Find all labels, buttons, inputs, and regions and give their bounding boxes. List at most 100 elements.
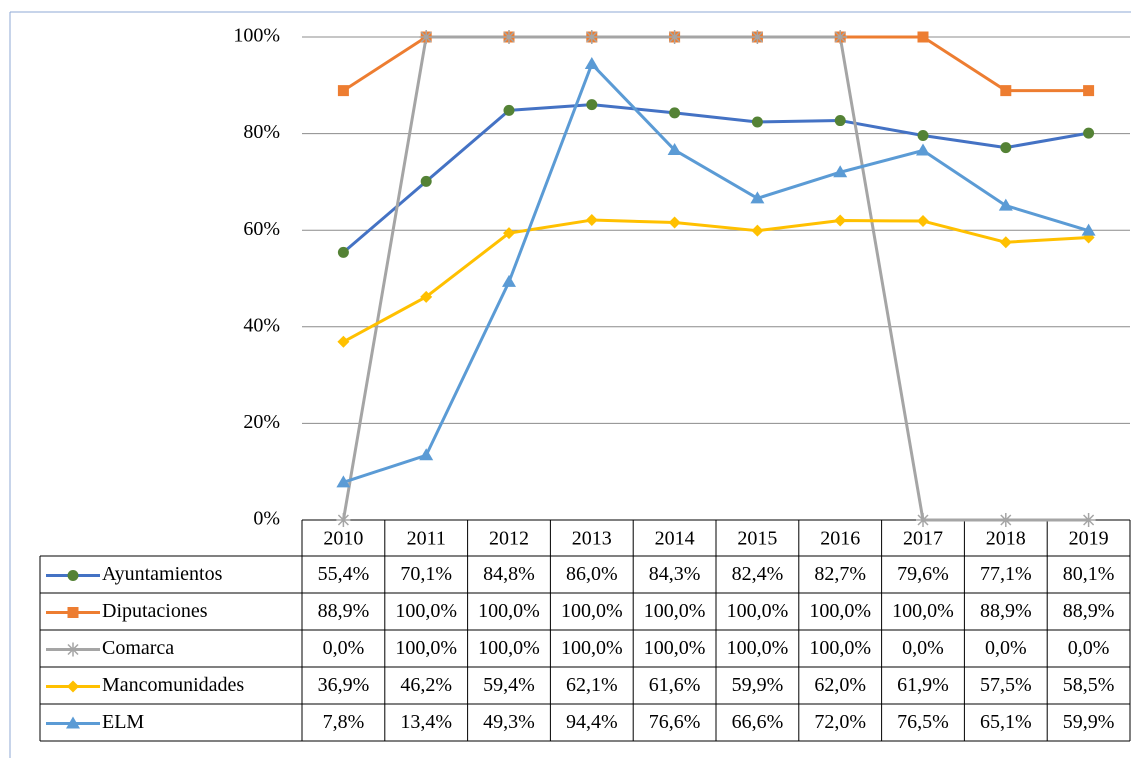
marker [834, 214, 847, 227]
marker [420, 290, 433, 303]
marker [917, 31, 929, 43]
value-label: 59,9% [732, 674, 784, 696]
marker [916, 143, 930, 156]
value-label: 88,9% [1063, 600, 1115, 622]
value-label: 72,0% [814, 711, 866, 733]
marker [1083, 127, 1095, 139]
value-label: 57,5% [980, 674, 1032, 696]
value-label: 100,0% [644, 637, 706, 659]
marker [998, 513, 1013, 527]
series-line [342, 103, 1089, 254]
marker [1081, 223, 1096, 236]
value-label: 100,0% [395, 600, 457, 622]
marker [584, 57, 599, 70]
value-label: 82,7% [814, 563, 866, 585]
value-label: 46,2% [400, 674, 452, 696]
marker [585, 214, 598, 227]
marker [337, 335, 350, 348]
marker [917, 130, 929, 142]
value-label: 100,0% [892, 600, 954, 622]
x-tick-label: 2018 [986, 528, 1026, 550]
marker [750, 30, 765, 44]
marker [669, 107, 681, 119]
value-label: 49,3% [483, 711, 535, 733]
value-label: 84,3% [649, 563, 701, 585]
value-label: 100,0% [809, 600, 871, 622]
y-tick-label: 100% [233, 25, 280, 47]
legend-label: Mancomunidades [102, 674, 244, 696]
marker [998, 198, 1013, 211]
value-label: 80,1% [1063, 563, 1115, 585]
x-tick-label: 2013 [572, 528, 612, 550]
value-label: 76,5% [897, 711, 949, 733]
value-label: 100,0% [478, 600, 540, 622]
marker [1000, 142, 1012, 154]
value-label: 7,8% [323, 711, 365, 733]
value-label: 0,0% [323, 637, 365, 659]
marker [833, 165, 848, 178]
marker [67, 570, 79, 581]
series-line [342, 62, 1090, 484]
marker [502, 274, 516, 287]
value-label: 100,0% [395, 637, 457, 659]
value-label: 88,9% [980, 600, 1032, 622]
marker [584, 30, 599, 44]
marker [419, 30, 434, 44]
value-label: 62,0% [814, 674, 866, 696]
marker [917, 215, 929, 228]
marker [419, 448, 434, 461]
marker [336, 513, 351, 527]
marker [667, 143, 682, 156]
x-tick-label: 2015 [737, 528, 777, 550]
marker [503, 227, 515, 240]
legend-label: Ayuntamientos [102, 563, 223, 585]
marker [750, 191, 765, 204]
value-label: 100,0% [478, 637, 540, 659]
value-label: 84,8% [483, 563, 535, 585]
value-label: 13,4% [400, 711, 452, 733]
value-label: 36,9% [318, 674, 370, 696]
marker [999, 236, 1012, 249]
x-tick-label: 2012 [489, 528, 529, 550]
marker [503, 104, 515, 116]
marker [66, 716, 80, 729]
series-line [341, 35, 1089, 522]
marker [66, 642, 80, 657]
x-tick-label: 2014 [655, 528, 695, 550]
y-tick-label: 0% [253, 508, 280, 530]
value-label: 100,0% [561, 600, 623, 622]
y-tick-label: 40% [243, 314, 280, 336]
y-tick-label: 60% [243, 218, 280, 240]
marker [420, 175, 432, 187]
y-tick-label: 20% [243, 411, 280, 433]
value-label: 55,4% [318, 563, 370, 585]
value-label: 100,0% [727, 600, 789, 622]
value-label: 100,0% [644, 600, 706, 622]
value-label: 79,6% [897, 563, 949, 585]
value-label: 100,0% [727, 637, 789, 659]
x-tick-label: 2011 [407, 528, 446, 550]
marker [1000, 85, 1012, 97]
x-tick-label: 2010 [323, 528, 363, 550]
value-label: 66,6% [732, 711, 784, 733]
value-label: 59,4% [483, 674, 535, 696]
marker [1083, 85, 1095, 97]
marker [833, 30, 848, 44]
legend-label: Comarca [102, 637, 174, 659]
value-label: 61,6% [649, 674, 701, 696]
value-label: 58,5% [1063, 674, 1115, 696]
value-label: 0,0% [902, 637, 944, 659]
marker [502, 30, 516, 44]
marker [751, 224, 764, 237]
x-tick-label: 2017 [903, 528, 943, 550]
value-label: 0,0% [985, 637, 1027, 659]
value-label: 82,4% [732, 563, 784, 585]
value-label: 94,4% [566, 711, 618, 733]
marker [336, 475, 351, 488]
value-label: 100,0% [809, 637, 871, 659]
marker [668, 216, 681, 229]
value-label: 76,6% [649, 711, 701, 733]
value-label: 86,0% [566, 563, 618, 585]
marker [916, 513, 930, 527]
